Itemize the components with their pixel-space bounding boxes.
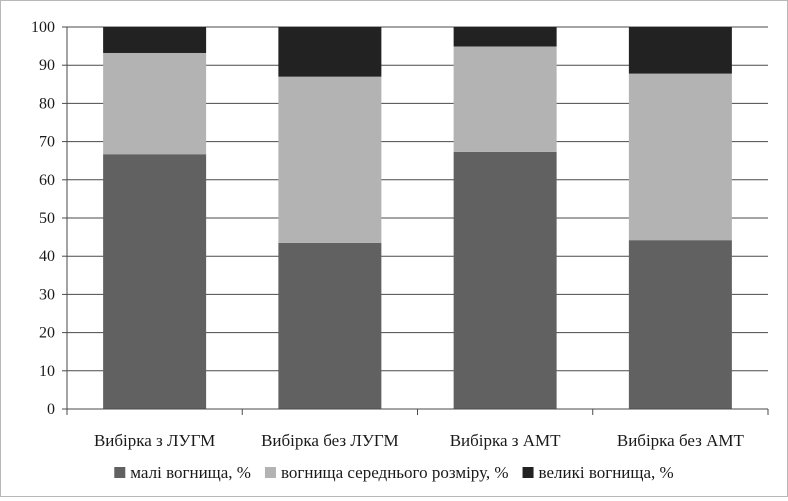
bar-segment-4-series-2 [628, 73, 732, 241]
legend-item-2: вогнища середнього розміру, % [264, 463, 509, 482]
y-tick-label-20: 20 [39, 325, 55, 342]
bar-segment-2-series-3 [278, 27, 382, 77]
legend-swatch-1 [114, 467, 126, 478]
category-label-3: Вибірка з АМТ [450, 431, 561, 450]
bar-segment-1-series-2 [103, 52, 207, 155]
y-tick-label-70: 70 [39, 134, 55, 151]
legend-item-1: малі вогнища, % [114, 463, 251, 482]
category-label-1: Вибірка з ЛУГМ [94, 431, 215, 450]
y-tick-label-50: 50 [39, 210, 55, 227]
category-label-4: Вибірка без АМТ [617, 431, 745, 450]
legend-label-3: великі вогнища, % [539, 463, 674, 482]
y-tick-label-30: 30 [39, 286, 55, 303]
bar-segment-1-series-1 [103, 154, 207, 409]
y-tick-label-0: 0 [47, 401, 55, 418]
legend-item-3: великі вогнища, % [522, 463, 674, 482]
legend-label-2: вогнища середнього розміру, % [281, 463, 509, 482]
y-tick-label-10: 10 [39, 363, 55, 380]
legend-swatch-2 [264, 467, 276, 478]
bar-segment-2-series-2 [278, 76, 382, 243]
bar-segment-3-series-2 [453, 46, 557, 152]
axes [62, 26, 769, 415]
y-tick-label-80: 80 [39, 95, 55, 112]
bars [103, 27, 732, 409]
y-tick-label-100: 100 [31, 19, 55, 36]
category-label-2: Вибірка без ЛУГМ [261, 431, 399, 450]
y-tick-label-40: 40 [39, 248, 55, 265]
bar-segment-4-series-1 [628, 240, 732, 409]
bar-segment-3-series-1 [453, 151, 557, 409]
bar-segment-4-series-3 [628, 27, 732, 74]
legend: малі вогнища, % вогнища середнього розмір… [114, 463, 674, 482]
bar-segment-3-series-3 [453, 27, 557, 47]
legend-swatch-3 [522, 467, 534, 478]
bar-segment-1-series-3 [103, 27, 207, 53]
legend-label-1: малі вогнища, % [130, 463, 251, 482]
bar-segment-2-series-1 [278, 242, 382, 409]
y-tick-label-60: 60 [39, 172, 55, 189]
y-tick-labels: 0 10 20 30 40 50 60 70 80 90 100 [31, 19, 55, 418]
y-tick-label-90: 90 [39, 57, 55, 74]
category-labels: Вибірка з ЛУГМ Вибірка без ЛУГМ Вибірка з … [94, 431, 745, 450]
